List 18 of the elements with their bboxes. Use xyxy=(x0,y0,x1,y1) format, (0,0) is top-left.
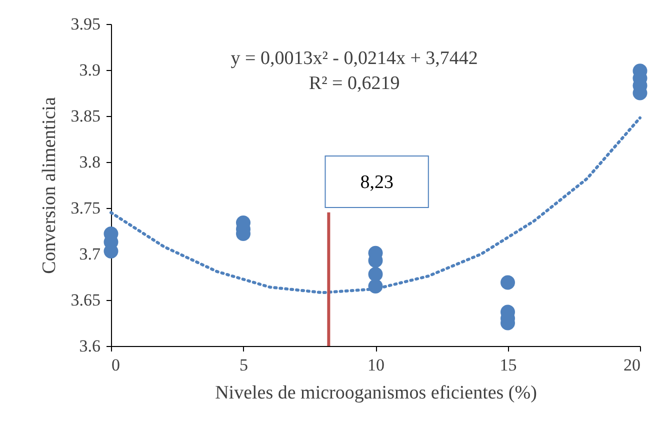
annotation: R² = 0,6219 xyxy=(308,73,400,94)
x-tick-label: 10 xyxy=(368,356,384,374)
y-tick-label: 3.9 xyxy=(79,60,100,80)
ref-line-label: 8,23 xyxy=(360,172,394,193)
x-axis-title: Niveles de microoganismos eficientes (%) xyxy=(215,382,537,404)
x-tick-label: 20 xyxy=(624,356,640,374)
x-tick-label: 5 xyxy=(240,356,248,374)
x-tick-label: 15 xyxy=(500,356,517,374)
y-tick-label: 3.8 xyxy=(79,152,100,172)
y-tick-label: 3.7 xyxy=(79,244,101,264)
y-tick-label: 3.85 xyxy=(70,106,100,126)
y-tick-label: 3.75 xyxy=(70,198,100,218)
y-axis-title: Conversion alimenticia xyxy=(38,96,60,274)
y-tick-label: 3.65 xyxy=(70,290,100,310)
y-tick-label: 3.95 xyxy=(70,14,100,34)
y-tick-label: 3.6 xyxy=(79,336,100,356)
annotation: y = 0,0013x² - 0,0214x + 3,7442 xyxy=(230,48,478,69)
x-tick-label: 0 xyxy=(112,356,120,374)
